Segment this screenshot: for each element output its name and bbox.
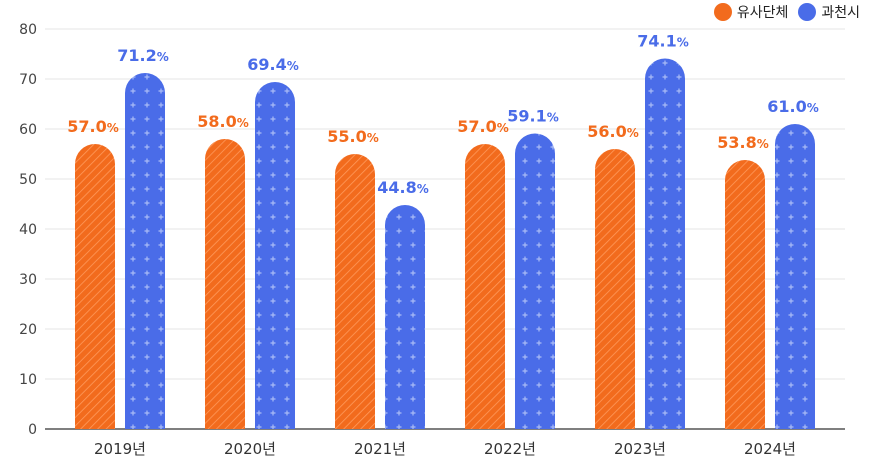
bar-series-1 — [595, 149, 635, 429]
bar-series-1 — [465, 144, 505, 429]
x-tick-label: 2019년 — [94, 440, 146, 458]
y-tick-label: 80 — [19, 22, 37, 38]
legend: 유사단체 과천시 — [713, 2, 860, 22]
grid — [45, 28, 845, 430]
x-tick-label: 2024년 — [744, 440, 796, 458]
bar-series-2 — [255, 82, 295, 429]
data-label: 71.2% — [117, 46, 169, 65]
y-tick-label: 10 — [19, 372, 37, 388]
bar-series-2 — [775, 124, 815, 429]
x-tick-label: 2022년 — [484, 440, 536, 458]
x-tick-label: 2021년 — [354, 440, 406, 458]
y-tick-label: 0 — [28, 422, 37, 438]
bar-series-1 — [75, 144, 115, 429]
data-label: 58.0% — [197, 112, 249, 131]
data-label: 61.0% — [767, 97, 819, 116]
y-axis: 0 10 20 30 40 50 60 70 80 — [19, 22, 37, 438]
bar-series-1 — [205, 139, 245, 429]
data-label: 55.0% — [327, 127, 379, 146]
y-tick-label: 20 — [19, 322, 37, 338]
y-tick-label: 50 — [19, 172, 37, 188]
data-label: 44.8% — [377, 178, 429, 197]
bar-series-2 — [645, 58, 685, 429]
bar-series-2 — [125, 73, 165, 429]
bar-series-2 — [515, 133, 555, 429]
bar-series-2 — [385, 205, 425, 429]
bar-series-1 — [335, 154, 375, 429]
legend-swatch-series-2 — [798, 3, 817, 21]
legend-label-series-2: 과천시 — [821, 5, 860, 21]
legend-label-series-1: 유사단체 — [736, 5, 789, 21]
y-tick-label: 40 — [19, 222, 37, 238]
legend-swatch-series-1 — [713, 3, 732, 21]
bar-series-1 — [725, 160, 765, 429]
data-label: 59.1% — [507, 107, 559, 126]
y-tick-label: 70 — [19, 72, 37, 88]
x-tick-label: 2023년 — [614, 440, 666, 458]
y-tick-label: 60 — [19, 122, 37, 138]
legend-item-series-2: 과천시 — [798, 2, 860, 22]
data-label: 74.1% — [637, 32, 689, 51]
bars — [75, 58, 815, 429]
data-label: 53.8% — [717, 133, 769, 152]
value-labels: 57.0%71.2%58.0%69.4%55.0%44.8%57.0%59.1%… — [67, 32, 819, 198]
data-label: 57.0% — [67, 117, 119, 136]
x-tick-label: 2020년 — [224, 440, 276, 458]
data-label: 57.0% — [457, 117, 509, 136]
data-label: 69.4% — [247, 55, 299, 74]
legend-item-series-1: 유사단체 — [713, 2, 789, 22]
x-axis: 2019년 2020년 2021년 2022년 2023년 2024년 — [94, 440, 796, 458]
y-tick-label: 30 — [19, 272, 37, 288]
data-label: 56.0% — [587, 122, 639, 141]
